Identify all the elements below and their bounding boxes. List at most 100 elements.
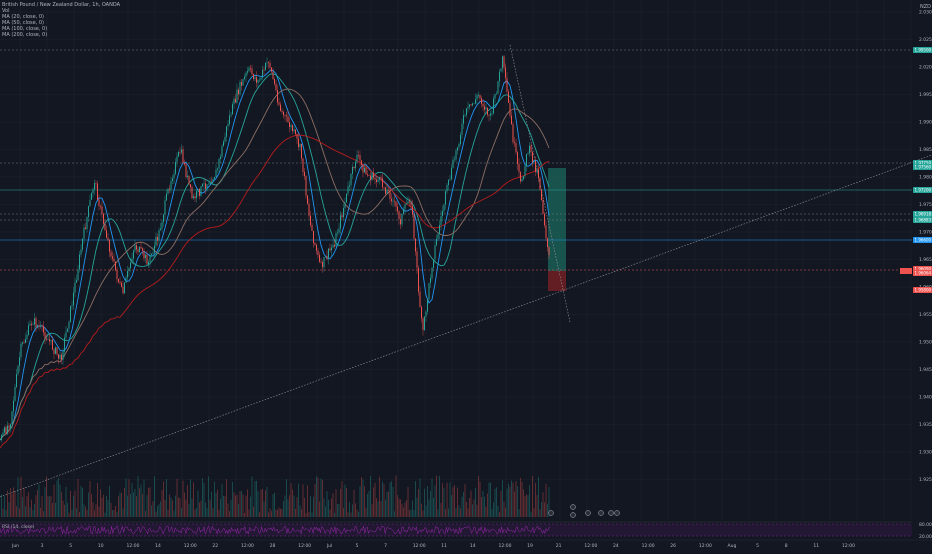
candle-body [362, 164, 364, 173]
ma50-label[interactable]: MA (50, close, 0) [2, 20, 45, 26]
volume-bar [76, 508, 77, 517]
volume-bar [392, 486, 394, 517]
candle-body [112, 256, 113, 259]
candle-body [215, 169, 217, 177]
candle-body [391, 198, 392, 202]
candle-body [488, 114, 490, 116]
candle-body [323, 257, 325, 268]
volume-bar [472, 504, 473, 517]
price-tag [913, 287, 932, 293]
candle-body [8, 425, 10, 428]
ma20-label[interactable]: MA (20, close, 0) [2, 14, 45, 20]
candle-body [128, 268, 130, 272]
candle-body [481, 98, 482, 104]
volume-bar [311, 512, 313, 517]
ma100-label[interactable]: MA (100, close, 0) [2, 26, 48, 32]
volume-bar [64, 504, 65, 517]
volume-bar [266, 487, 268, 517]
volume-bar [490, 482, 491, 517]
candle-body [61, 354, 62, 360]
candle-body [274, 78, 275, 84]
volume-bar [475, 488, 476, 517]
volume-bar [229, 511, 230, 517]
candle-body [400, 219, 401, 225]
volume-bar [532, 475, 533, 517]
candle-body [545, 225, 547, 239]
candle-body [88, 206, 89, 218]
volume-bar [133, 492, 134, 517]
volume-bar [74, 490, 76, 517]
price-axis-label: 1.97000 [919, 230, 932, 236]
volume-bar [452, 487, 454, 517]
volume-bar [67, 502, 68, 517]
volume-bar [242, 494, 244, 517]
candle-body [65, 331, 67, 338]
candle-body [173, 173, 175, 179]
volume-bar [44, 487, 46, 517]
candle-body [469, 104, 470, 107]
candle-body [184, 163, 185, 165]
volume-bar [502, 480, 503, 517]
volume-bar [164, 499, 166, 517]
volume-bar [406, 500, 407, 517]
volume-bar [301, 509, 302, 517]
candle-body [91, 192, 92, 200]
candle-body [269, 62, 271, 68]
candle-body [533, 160, 535, 163]
volume-bar [349, 501, 350, 517]
candle-body [170, 180, 172, 190]
volume-bar [314, 483, 316, 517]
volume-bar [250, 496, 251, 517]
candle-body [523, 176, 524, 180]
volume-bar [37, 490, 38, 517]
volume-bar [236, 494, 238, 517]
volume-bar [329, 509, 331, 517]
candle-body [73, 292, 74, 306]
candle-body [56, 347, 58, 355]
candle-body [412, 205, 413, 215]
candle-body [85, 227, 86, 230]
volume-bar [346, 488, 347, 517]
volume-bar [320, 478, 322, 517]
symbol-title[interactable]: British Pound / New Zealand Dollar, 1h, … [2, 2, 121, 8]
candle-body [268, 62, 269, 64]
volume-bar [155, 511, 157, 517]
candle-body [325, 256, 326, 258]
volume-bar [148, 487, 149, 517]
economic-event-icon [570, 512, 576, 518]
candle-body [376, 179, 377, 183]
ma200-label[interactable]: MA (200, close, 0) [2, 32, 48, 38]
candle-body [494, 93, 496, 99]
volume-bar [241, 490, 242, 517]
volume-bar [91, 494, 92, 517]
candle-body [139, 246, 140, 252]
volume-bar [218, 509, 220, 517]
volume-bar [227, 503, 229, 517]
volume-bar [124, 487, 125, 517]
volume-bar [62, 500, 64, 517]
volume-bar [233, 492, 235, 517]
candle-body [413, 214, 415, 239]
candle-body [127, 271, 128, 278]
volume-indicator-label[interactable]: Vol [2, 8, 10, 14]
candle-body [155, 236, 157, 246]
candle-body [496, 93, 497, 95]
economic-event-icon [598, 510, 604, 516]
volume-bar [83, 504, 85, 517]
candle-body [346, 193, 347, 203]
volume-bar [293, 495, 295, 517]
price-tag-label: 1.99500 [915, 48, 932, 53]
candle-body [386, 189, 388, 194]
volume-bar [205, 502, 206, 517]
volume-bar [518, 509, 520, 517]
candle-body [16, 374, 17, 387]
candle-body [227, 124, 229, 127]
volume-bar [515, 481, 517, 517]
volume-bar [287, 499, 289, 517]
volume-bar [262, 489, 263, 517]
volume-bar [119, 492, 121, 517]
volume-bar [403, 507, 404, 517]
candle-body [487, 107, 488, 115]
